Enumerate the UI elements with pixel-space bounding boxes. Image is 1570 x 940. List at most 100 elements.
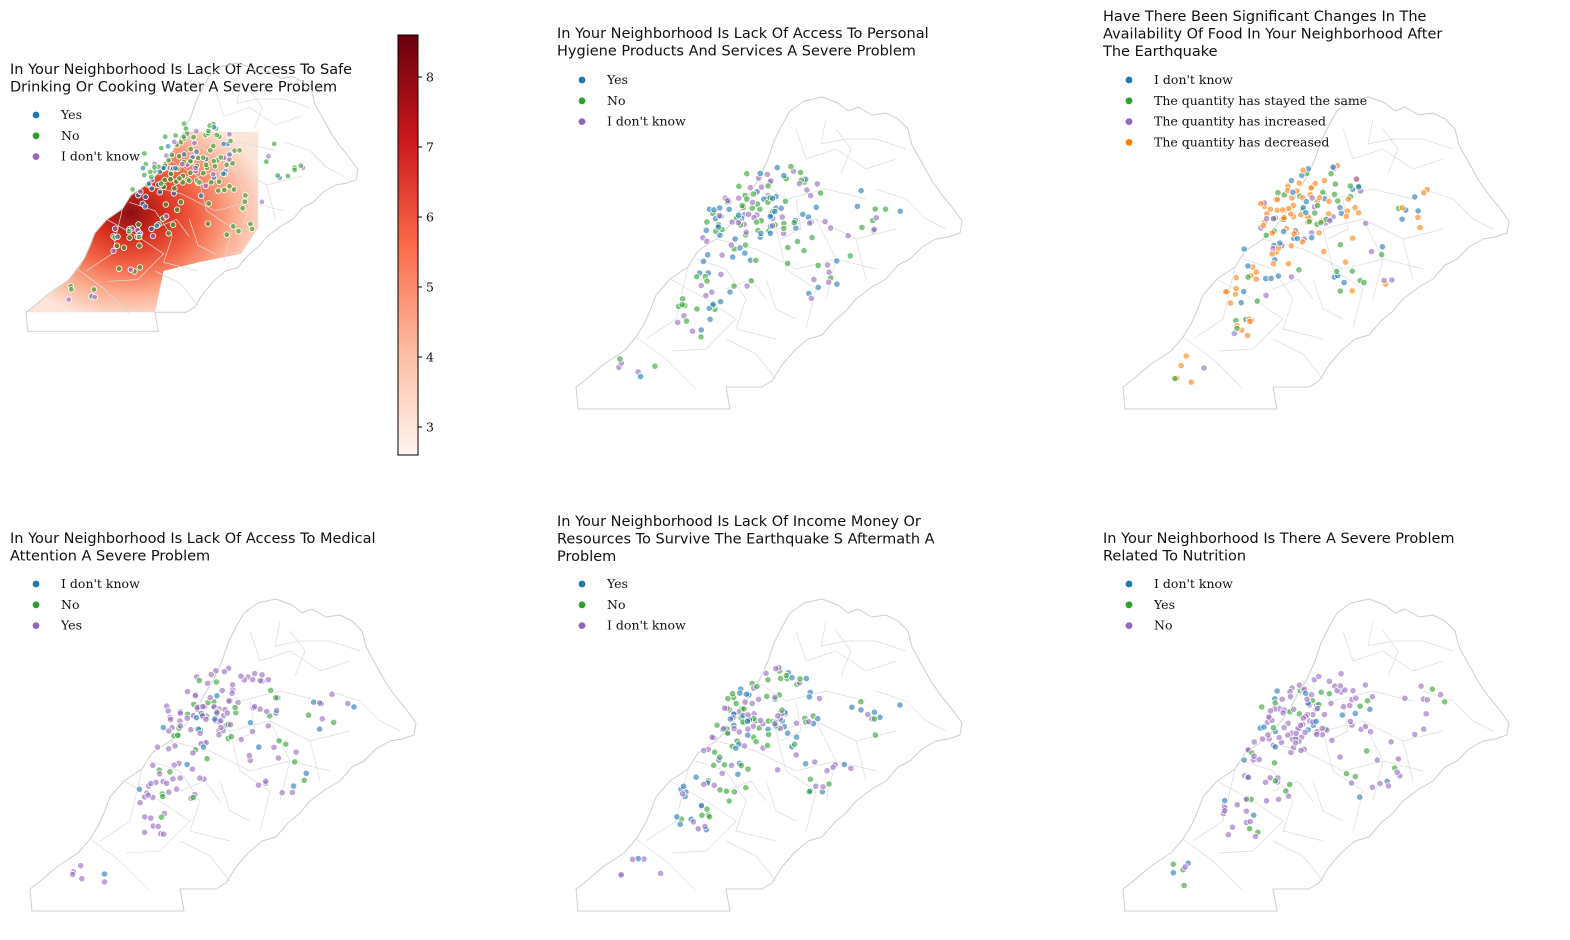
survey-point — [271, 140, 278, 147]
survey-point — [210, 123, 217, 131]
region-boundary — [219, 780, 251, 822]
region-boundary — [1216, 780, 1284, 854]
region-boundary — [820, 118, 907, 150]
survey-point — [220, 170, 227, 177]
survey-point — [1394, 755, 1403, 763]
survey-point — [217, 154, 224, 161]
region-boundary — [725, 840, 777, 882]
map-panel-1: In Your Neighborhood Is Lack Of Access T… — [10, 62, 359, 332]
survey-point — [156, 770, 164, 778]
survey-point — [771, 693, 779, 701]
survey-point — [1363, 747, 1371, 755]
survey-point — [756, 716, 765, 725]
survey-point — [188, 765, 196, 773]
survey-point — [1366, 705, 1374, 713]
survey-point — [1336, 682, 1344, 690]
survey-point — [126, 234, 133, 241]
survey-point — [716, 753, 724, 761]
survey-point — [1246, 817, 1254, 826]
panel-title-line: In Your Neighborhood Is There A Severe P… — [1103, 531, 1455, 547]
survey-point — [784, 243, 792, 252]
survey-point — [756, 169, 764, 177]
survey-point — [1293, 234, 1301, 243]
legend-marker — [578, 118, 586, 125]
survey-point — [853, 202, 862, 210]
survey-point — [156, 188, 163, 196]
survey-point — [1295, 179, 1303, 187]
survey-point — [768, 194, 777, 202]
survey-point — [1318, 724, 1326, 733]
survey-point — [113, 242, 121, 249]
survey-point — [183, 760, 191, 769]
country-border — [575, 598, 963, 912]
survey-point — [200, 170, 207, 177]
survey-point — [1311, 209, 1319, 217]
survey-point — [728, 690, 737, 698]
survey-point — [762, 669, 770, 677]
survey-point — [738, 201, 746, 210]
region-boundary — [209, 680, 321, 702]
survey-point — [192, 164, 199, 172]
survey-point — [220, 667, 228, 676]
survey-point — [706, 315, 714, 323]
survey-point — [823, 261, 832, 269]
survey-point — [1267, 274, 1275, 282]
survey-point — [147, 779, 155, 788]
survey-point — [191, 139, 198, 147]
survey-point — [187, 157, 194, 165]
survey-point — [1337, 670, 1345, 678]
legend-label: The quantity has stayed the same — [1154, 93, 1367, 108]
legend-marker — [578, 580, 586, 588]
survey-point — [193, 148, 200, 155]
survey-point — [69, 870, 77, 879]
survey-point — [125, 227, 133, 235]
survey-point — [678, 790, 687, 798]
survey-point — [1252, 268, 1260, 276]
region-boundary — [645, 768, 689, 842]
region-boundary — [795, 128, 897, 170]
region-boundary — [99, 768, 143, 842]
survey-point — [1296, 721, 1305, 729]
survey-point — [1263, 215, 1271, 223]
legend-label: Yes — [60, 107, 82, 122]
survey-point — [1351, 772, 1359, 781]
survey-point — [735, 728, 743, 736]
country-border — [575, 96, 963, 410]
survey-point — [1244, 273, 1252, 281]
survey-point — [218, 686, 226, 695]
survey-point — [749, 190, 758, 198]
survey-point — [1416, 223, 1424, 232]
colorbar-tick-label: 3 — [426, 420, 434, 435]
region-boundary — [835, 630, 852, 677]
survey-point — [763, 170, 772, 179]
survey-point — [716, 786, 724, 794]
survey-point — [229, 223, 237, 230]
survey-point — [1268, 250, 1276, 258]
survey-point — [246, 719, 255, 727]
survey-point — [813, 180, 821, 188]
survey-point — [766, 213, 774, 221]
survey-point — [1233, 324, 1241, 332]
survey-point — [254, 781, 263, 789]
survey-point — [742, 690, 751, 698]
survey-point — [764, 730, 773, 739]
survey-point — [833, 280, 841, 288]
survey-point — [783, 729, 792, 737]
survey-point — [205, 200, 212, 207]
survey-point — [211, 163, 219, 170]
survey-point — [145, 180, 153, 187]
region-boundary — [645, 266, 689, 340]
survey-point — [1278, 695, 1286, 703]
survey-point — [693, 273, 701, 281]
survey-point — [805, 788, 814, 796]
survey-point — [187, 145, 194, 153]
survey-point — [674, 318, 682, 326]
survey-point — [1274, 272, 1283, 280]
survey-point — [274, 754, 282, 762]
survey-point — [792, 751, 800, 759]
survey-point — [141, 828, 149, 836]
survey-point — [228, 689, 236, 697]
survey-point — [215, 178, 223, 185]
region-boundary — [795, 630, 897, 672]
survey-point — [844, 232, 852, 240]
